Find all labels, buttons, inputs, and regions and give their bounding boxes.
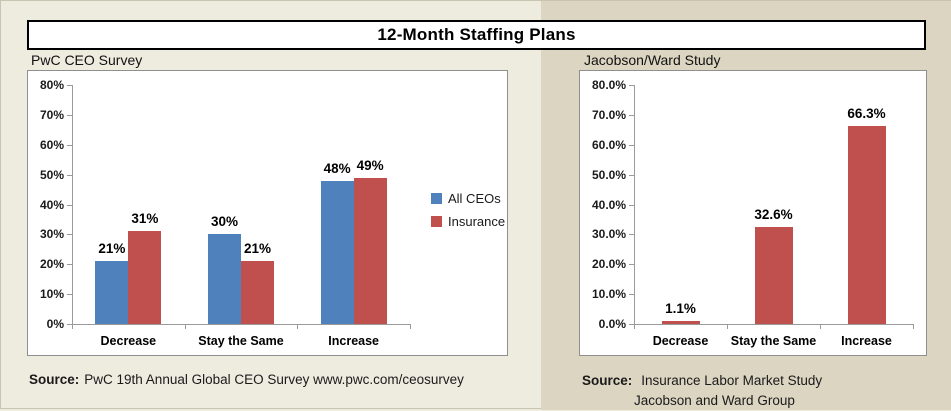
data-label-insurance-stay-the-same: 21%	[243, 241, 272, 257]
x-axis-line	[72, 324, 410, 325]
left-source-text: PwC 19th Annual Global CEO Survey www.pw…	[84, 372, 464, 387]
data-label-all-ceos-increase: 48%	[323, 160, 351, 176]
data-label-insurance-decrease: 31%	[131, 211, 159, 227]
jacobson-ward-study-chart: 0.0% 10.0% 20.0% 30.0% 40.0% 50.0% 60.0% 70.0% 8…	[579, 70, 927, 356]
bar-insurance-decrease	[128, 231, 162, 324]
legend-label-all-ceos: All CEOs	[448, 191, 501, 206]
left-chart-heading: PwC CEO Survey	[31, 52, 143, 68]
y-axis-tick-mark	[629, 204, 634, 206]
x-axis-tick-mark	[410, 324, 411, 329]
y-axis-tick-mark	[629, 114, 634, 116]
y-axis-tick-mark	[629, 234, 634, 236]
y-axis-tick-mark	[67, 264, 72, 266]
x-axis-line	[634, 324, 913, 325]
y-axis-tick-mark	[67, 174, 72, 176]
y-axis-tick-label: 50%	[39, 167, 64, 182]
y-axis-tick-mark	[67, 144, 72, 146]
y-axis-tick-mark	[629, 324, 634, 325]
y-axis-tick-mark	[67, 204, 72, 206]
y-axis-tick-mark	[629, 174, 634, 176]
x-axis-tick-mark	[820, 324, 821, 329]
y-axis-tick-mark	[629, 294, 634, 296]
category-label-stay-the-same: Stay the Same	[730, 334, 817, 348]
chart-title-box: 12-Month Staffing Plans	[27, 20, 926, 50]
right-source-label: Source:	[582, 373, 633, 388]
legend-swatch-all-ceos	[431, 193, 442, 204]
right-chart-heading: Jacobson/Ward Study	[584, 52, 721, 68]
y-axis-tick-label: 0%	[46, 317, 64, 331]
right-source-text: Insurance Labor Market Study	[641, 373, 823, 388]
y-axis-tick-label: 40.0%	[591, 197, 626, 212]
bar-insurance-decrease	[661, 320, 700, 324]
data-label-insurance-decrease: 1.1%	[665, 300, 696, 316]
right-source-note: Source: Insurance Labor Market Study Jaco…	[582, 371, 822, 411]
bar-all-ceos-decrease	[95, 261, 129, 324]
left-source-label: Source:	[29, 372, 80, 387]
x-axis-tick-mark	[634, 324, 635, 329]
y-axis-tick-mark	[629, 85, 634, 86]
y-axis-tick-label: 30%	[39, 227, 64, 242]
category-label-increase: Increase	[328, 334, 380, 348]
legend-item-insurance: Insurance	[431, 214, 505, 229]
right-source-line2: Jacobson and Ward Group	[634, 393, 795, 408]
x-axis-tick-mark	[727, 324, 728, 329]
y-axis-line	[72, 85, 73, 324]
y-axis-tick-label: 30.0%	[591, 227, 626, 242]
pwc-ceo-survey-chart: 0% 10% 20% 30% 40% 50% 60% 70% 80% Decrease 21% 31%…	[27, 70, 508, 356]
x-axis-tick-mark	[185, 324, 186, 329]
y-axis-tick-mark	[67, 234, 72, 236]
y-axis-tick-label: 20%	[39, 257, 64, 272]
y-axis-tick-label: 10%	[39, 287, 64, 302]
category-label-decrease: Decrease	[652, 334, 709, 348]
bar-all-ceos-increase	[320, 180, 354, 324]
y-axis-tick-label: 10.0%	[591, 287, 626, 302]
data-label-all-ceos-decrease: 21%	[98, 241, 126, 257]
legend-item-all-ceos: All CEOs	[431, 191, 501, 206]
bar-insurance-increase	[353, 177, 387, 324]
x-axis-tick-mark	[72, 324, 73, 329]
data-label-insurance-increase: 49%	[356, 157, 384, 173]
page-title: 12-Month Staffing Plans	[377, 25, 576, 44]
y-axis-tick-mark	[67, 85, 72, 86]
y-axis-tick-label: 80.0%	[591, 78, 626, 92]
y-axis-tick-mark	[629, 264, 634, 266]
y-axis-tick-label: 20.0%	[591, 257, 626, 272]
y-axis-tick-mark	[629, 144, 634, 146]
bar-insurance-increase	[847, 125, 886, 324]
data-label-insurance-stay-the-same: 32.6%	[754, 206, 793, 222]
right-source-line1: Source: Insurance Labor Market Study	[582, 371, 822, 391]
bar-insurance-stay-the-same	[241, 261, 274, 324]
category-label-stay-the-same: Stay the Same	[198, 334, 284, 348]
y-axis-tick-mark	[67, 114, 72, 116]
bar-all-ceos-stay-the-same	[208, 234, 241, 324]
y-axis-tick-mark	[67, 324, 72, 325]
y-axis-tick-label: 70.0%	[591, 107, 626, 122]
bar-insurance-stay-the-same	[754, 226, 793, 324]
category-label-decrease: Decrease	[100, 334, 157, 348]
legend-swatch-insurance	[431, 216, 442, 227]
y-axis-tick-label: 70%	[39, 107, 64, 122]
y-axis-tick-mark	[67, 294, 72, 296]
y-axis-tick-label: 60.0%	[591, 137, 626, 152]
y-axis-tick-label: 60%	[39, 137, 64, 152]
data-label-all-ceos-stay-the-same: 30%	[210, 214, 239, 230]
y-axis-tick-label: 80%	[39, 78, 64, 92]
left-source-note: Source: PwC 19th Annual Global CEO Survey…	[29, 370, 464, 390]
y-axis-tick-label: 0.0%	[598, 317, 626, 331]
x-axis-tick-mark	[297, 324, 298, 329]
y-axis-line	[634, 85, 635, 324]
legend-label-insurance: Insurance	[448, 214, 506, 229]
y-axis-tick-label: 50.0%	[591, 167, 626, 182]
data-label-insurance-increase: 66.3%	[847, 105, 886, 121]
x-axis-tick-mark	[913, 324, 914, 329]
y-axis-tick-label: 40%	[39, 197, 64, 212]
category-label-increase: Increase	[841, 334, 892, 348]
